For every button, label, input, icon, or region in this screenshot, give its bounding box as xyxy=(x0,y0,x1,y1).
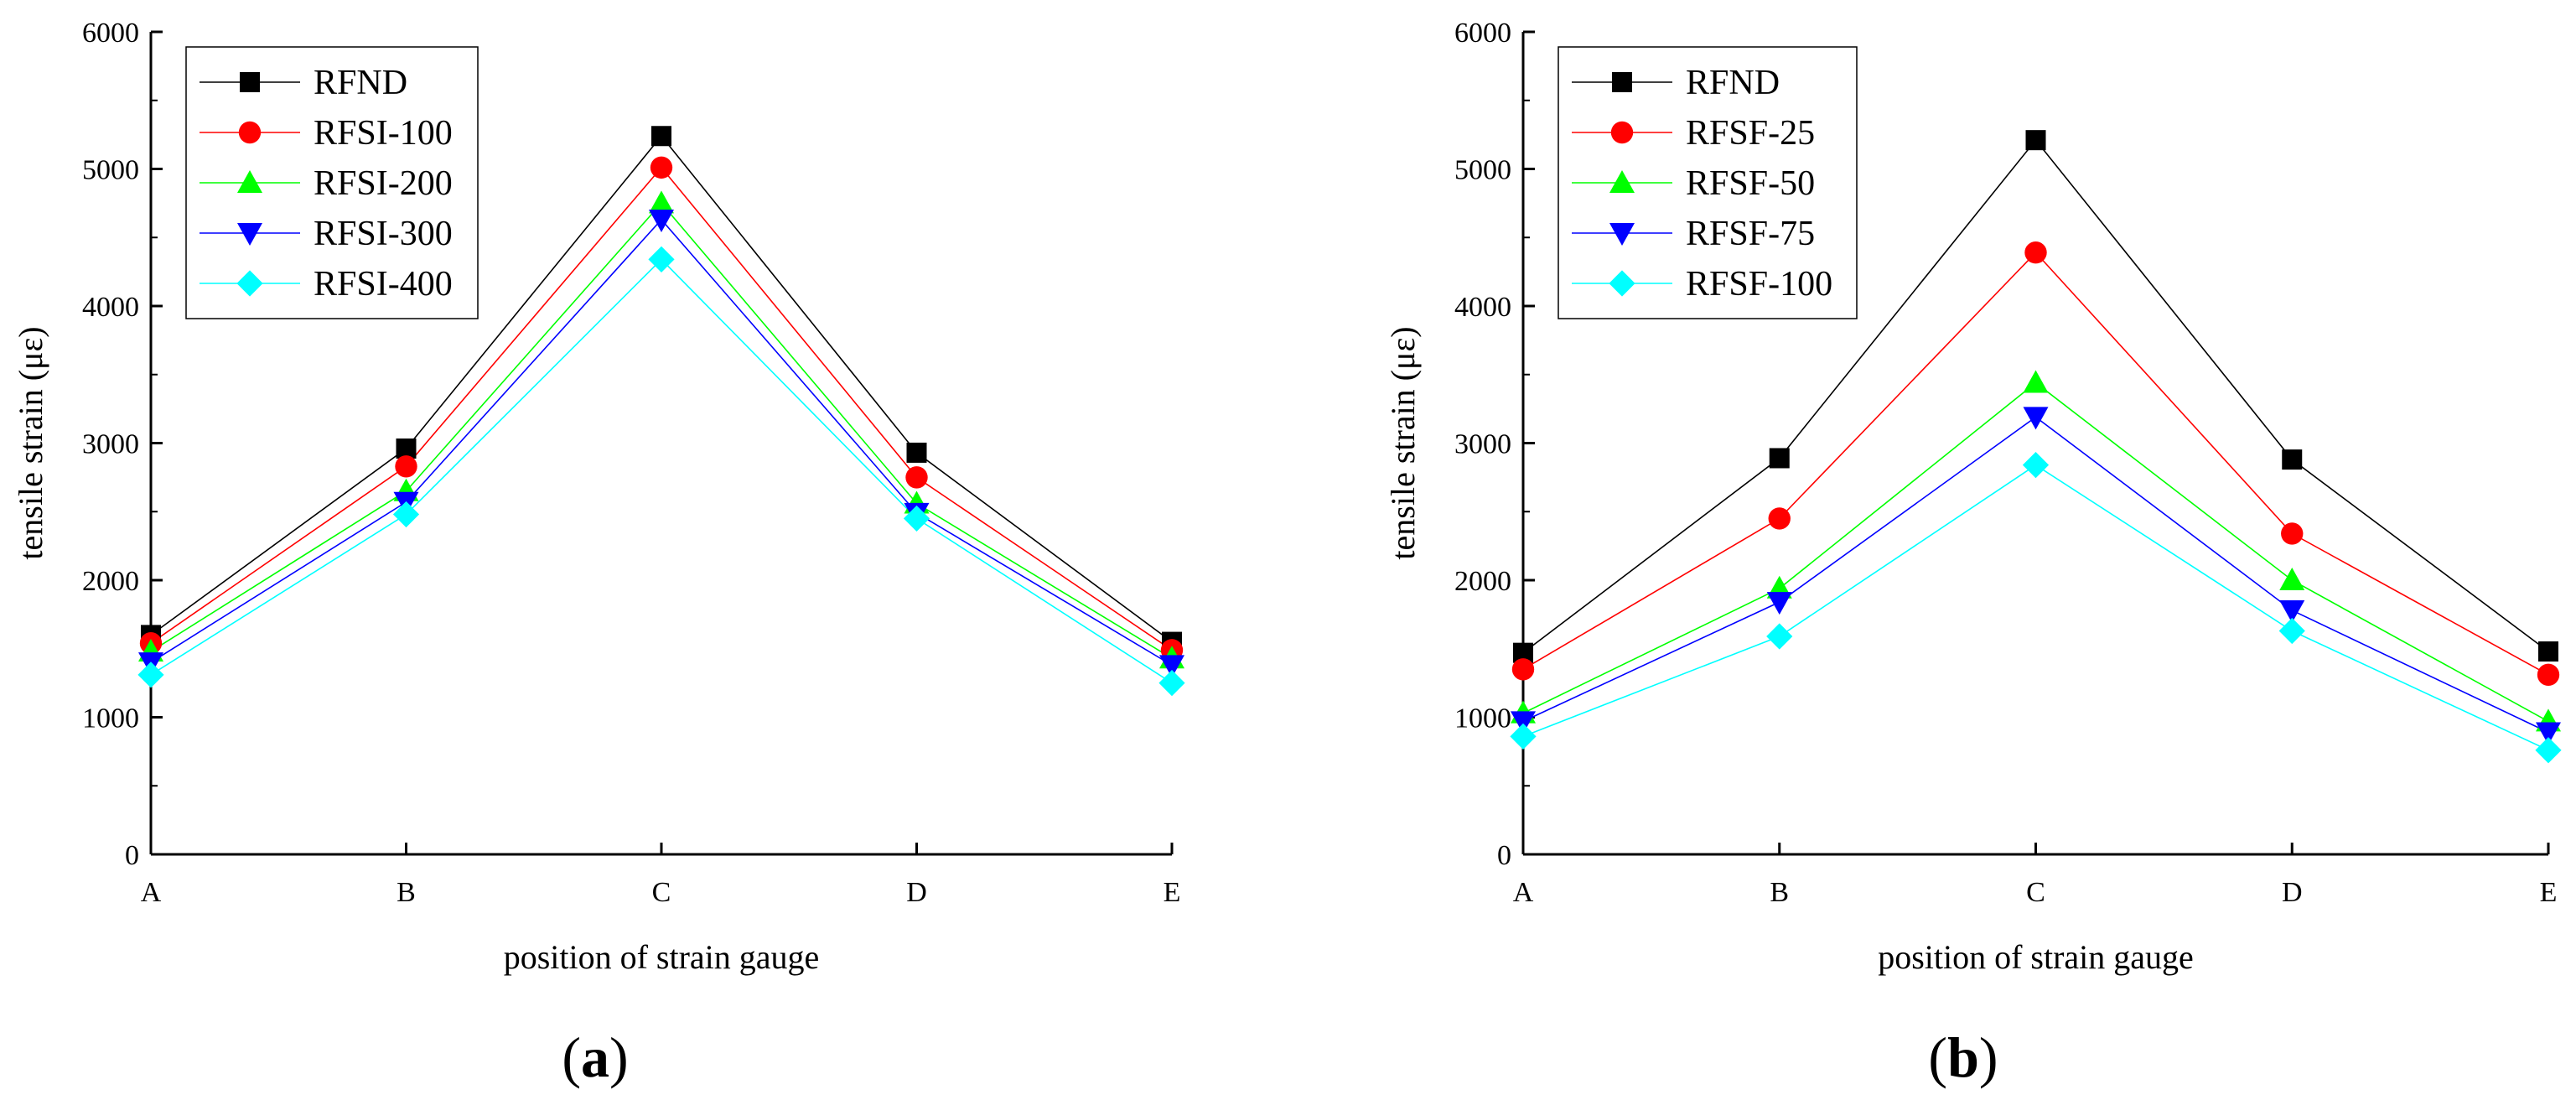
legend-label: RFSF-100 xyxy=(1686,265,1832,304)
data-point-RFSF-100-A xyxy=(1510,723,1537,750)
data-point-RFND-E xyxy=(2538,641,2558,662)
data-point-RFND-D xyxy=(2282,449,2303,470)
data-point-RFSF-75-B xyxy=(1766,592,1792,615)
data-point-RFSI-400-D xyxy=(903,505,930,532)
data-point-RFSF-25-C xyxy=(2024,241,2047,264)
legend-marker-RFSI-200 xyxy=(237,170,262,193)
data-point-RFSI-400-B xyxy=(392,501,420,528)
data-point-RFSF-50-C xyxy=(2023,370,2049,393)
data-point-RFSF-75-E xyxy=(2536,722,2561,745)
x-axis-title: position of strain gauge xyxy=(1878,938,2194,976)
x-tick-label: A xyxy=(1513,877,1534,908)
data-point-RFND-C xyxy=(651,126,671,147)
legend-marker-RFSF-50 xyxy=(1609,170,1635,193)
data-point-RFSI-400-C xyxy=(648,246,675,273)
y-axis-title: tensile strain (με) xyxy=(12,326,49,559)
data-point-RFSI-100-D xyxy=(905,466,928,489)
legend-label: RFSF-75 xyxy=(1686,215,1815,253)
legend-label: RFSI-400 xyxy=(314,265,453,304)
y-tick-label: 6000 xyxy=(82,18,139,49)
panel-label: (b) xyxy=(1928,1025,1998,1089)
y-tick-label: 2000 xyxy=(82,566,139,597)
x-axis-title: position of strain gauge xyxy=(504,938,820,976)
data-point-RFSF-100-E xyxy=(2535,737,2562,764)
x-tick-label: B xyxy=(397,877,416,908)
data-point-RFSI-100-B xyxy=(395,455,417,478)
x-tick-label: A xyxy=(141,877,162,908)
data-point-RFSI-400-A xyxy=(137,662,164,688)
legend-label: RFSF-50 xyxy=(1686,164,1815,203)
x-tick-label: C xyxy=(652,877,671,908)
data-point-RFSI-200-C xyxy=(649,190,674,214)
data-point-RFND-B xyxy=(1769,448,1790,469)
legend-marker-RFSI-400 xyxy=(236,270,263,297)
legend-marker-RFSF-100 xyxy=(1609,270,1635,297)
legend-label: RFND xyxy=(1686,64,1780,102)
y-tick-label: 6000 xyxy=(1454,18,1511,49)
legend-label: RFSI-100 xyxy=(314,114,453,153)
y-tick-label: 3000 xyxy=(1454,429,1511,460)
data-point-RFSF-75-C xyxy=(2023,407,2049,430)
y-tick-label: 4000 xyxy=(1454,292,1511,323)
data-point-RFSF-100-D xyxy=(2278,617,2305,645)
legend-label: RFSF-25 xyxy=(1686,114,1815,153)
data-point-RFSI-300-C xyxy=(649,209,674,232)
y-tick-label: 0 xyxy=(1497,840,1511,871)
legend-marker-RFSF-25 xyxy=(1610,121,1634,144)
data-point-RFSF-25-A xyxy=(1511,658,1535,681)
x-tick-label: C xyxy=(2026,877,2045,908)
y-tick-label: 1000 xyxy=(1454,703,1511,734)
data-point-RFSF-25-B xyxy=(1768,507,1791,530)
legend-label: RFSI-200 xyxy=(314,164,453,203)
data-point-RFSF-25-D xyxy=(2281,522,2304,545)
panel-label: (a) xyxy=(562,1025,628,1089)
y-tick-label: 0 xyxy=(125,840,139,871)
legend-marker-RFSI-100 xyxy=(238,121,262,144)
y-tick-label: 2000 xyxy=(1454,566,1511,597)
data-point-RFND-B xyxy=(396,438,417,459)
y-tick-label: 4000 xyxy=(82,292,139,323)
y-axis-title: tensile strain (με) xyxy=(1384,326,1422,559)
x-tick-label: D xyxy=(906,877,927,908)
x-tick-label: E xyxy=(1164,877,1181,908)
data-point-RFND-D xyxy=(906,442,927,463)
y-tick-label: 5000 xyxy=(82,155,139,186)
data-point-RFSI-300-E xyxy=(1159,655,1184,678)
data-point-RFSF-75-A xyxy=(1511,711,1536,734)
data-point-RFSF-100-C xyxy=(2022,452,2050,479)
series-line-RFSF-50 xyxy=(1522,381,2549,723)
data-point-RFSF-75-D xyxy=(2279,599,2305,623)
data-point-RFSI-100-C xyxy=(650,156,673,179)
legend-label: RFSI-300 xyxy=(314,215,453,253)
y-tick-label: 1000 xyxy=(82,703,139,734)
data-point-RFSF-100-B xyxy=(1766,623,1793,650)
y-tick-label: 3000 xyxy=(82,429,139,460)
y-tick-label: 5000 xyxy=(1454,155,1511,186)
series-line-RFSI-400 xyxy=(150,258,1173,684)
x-tick-label: E xyxy=(2540,877,2558,908)
x-tick-label: D xyxy=(2282,877,2303,908)
data-point-RFSF-50-D xyxy=(2279,568,2305,590)
data-point-RFSF-25-E xyxy=(2537,663,2560,687)
legend-label: RFND xyxy=(314,64,407,102)
series-line-RFSF-100 xyxy=(1522,464,2549,751)
x-tick-label: B xyxy=(1770,877,1789,908)
legend-marker-RFND xyxy=(240,72,260,92)
data-point-RFND-C xyxy=(2025,130,2046,151)
legend-marker-RFSF-75 xyxy=(1609,223,1635,246)
data-point-RFSI-400-E xyxy=(1158,670,1185,697)
legend-marker-RFSI-300 xyxy=(237,223,262,246)
legend-marker-RFND xyxy=(1612,72,1632,92)
